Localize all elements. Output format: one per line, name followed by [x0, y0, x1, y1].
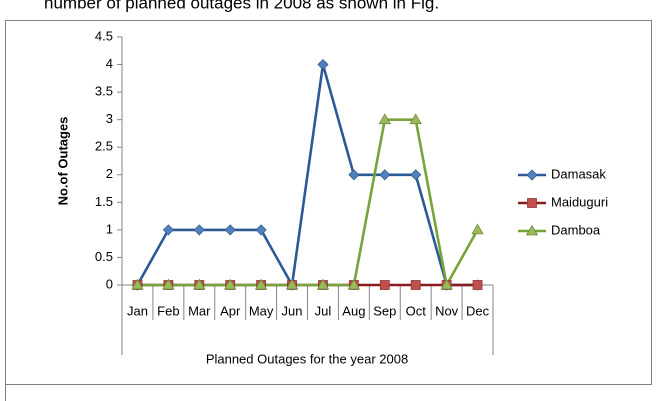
- marker: [224, 224, 236, 236]
- marker: [254, 278, 268, 290]
- marker: [162, 224, 174, 236]
- legend-label: Damasak: [551, 166, 606, 181]
- marker: [525, 224, 539, 236]
- x-tick-label: Apr: [220, 303, 241, 318]
- y-tick-label: 3: [106, 111, 113, 126]
- y-tick-label: 2: [106, 166, 113, 181]
- series-line: [137, 118, 479, 287]
- x-tick-label: Jun: [282, 303, 303, 318]
- x-tick-label: Aug: [342, 303, 365, 318]
- marker: [378, 113, 391, 125]
- marker: [255, 224, 267, 236]
- x-tick-label: May: [249, 303, 274, 318]
- marker: [347, 278, 361, 290]
- marker: [317, 58, 329, 71]
- caption: number of planned outages in 2008 as sho…: [44, 0, 439, 12]
- legend-label: Maiduguri: [551, 194, 608, 209]
- marker: [193, 224, 205, 236]
- marker: [410, 280, 421, 290]
- x-tick-label: Oct: [406, 303, 427, 318]
- y-tick-label: 0: [106, 276, 113, 291]
- y-axis-title: No.of Outages: [55, 117, 70, 206]
- x-tick-label: Sep: [373, 303, 396, 318]
- x-tick-label: Dec: [466, 303, 490, 318]
- marker: [526, 169, 538, 181]
- marker: [527, 198, 537, 208]
- marker: [316, 278, 330, 290]
- marker: [285, 278, 299, 290]
- y-tick-label: 4.5: [95, 28, 113, 43]
- marker: [348, 169, 360, 181]
- marker: [162, 278, 175, 290]
- marker: [472, 280, 483, 290]
- y-tick-label: 0.5: [95, 249, 113, 264]
- y-tick-label: 4: [106, 56, 113, 71]
- x-tick-label: Nov: [435, 303, 459, 318]
- y-tick-label: 1.5: [95, 194, 113, 209]
- marker: [379, 280, 390, 290]
- marker: [131, 278, 144, 290]
- legend-label: Damboa: [551, 222, 601, 237]
- x-tick-label: Mar: [188, 303, 211, 318]
- x-tick-label: Feb: [157, 303, 179, 318]
- marker: [224, 278, 237, 290]
- x-tick-label: Jul: [315, 303, 332, 318]
- x-tick-label: Jan: [127, 303, 148, 318]
- y-tick-label: 3.5: [95, 84, 113, 99]
- marker: [193, 278, 206, 290]
- y-tick-label: 1: [106, 221, 113, 236]
- marker: [471, 223, 484, 235]
- y-tick-label: 2.5: [95, 139, 113, 154]
- marker: [440, 278, 453, 290]
- x-axis-title: Planned Outages for the year 2008: [206, 351, 408, 366]
- marker: [409, 113, 422, 125]
- marker: [379, 169, 391, 181]
- marker: [410, 169, 422, 181]
